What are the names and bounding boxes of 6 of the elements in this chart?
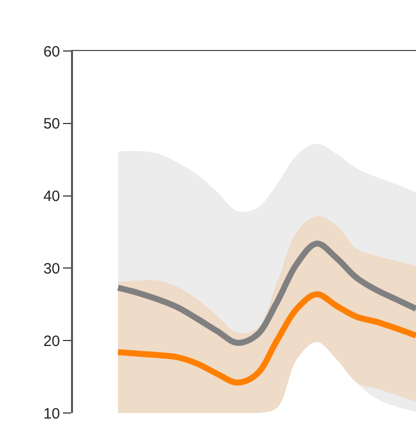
y-tick-label: 60 <box>43 43 60 60</box>
y-tick-label: 20 <box>43 332 60 350</box>
y-tick-label: 40 <box>43 188 60 206</box>
y-tick-label: 50 <box>43 116 60 133</box>
y-tick-label: 10 <box>43 405 60 422</box>
y-tick-label: 30 <box>43 260 60 278</box>
